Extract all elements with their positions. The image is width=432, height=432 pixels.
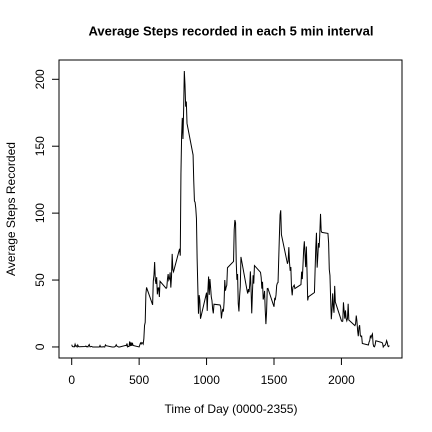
- y-tick-label: 100: [33, 203, 47, 223]
- y-axis-label: Average Steps Recorded: [4, 142, 18, 276]
- x-tick-label: 2000: [328, 373, 355, 387]
- data-line: [71, 71, 390, 349]
- x-tick-label: 1500: [261, 373, 288, 387]
- y-tick-label: 50: [33, 273, 47, 287]
- x-tick-label: 0: [68, 373, 75, 387]
- x-tick-label: 1000: [193, 373, 220, 387]
- x-axis-label: Time of Day (0000-2355): [165, 402, 298, 416]
- y-tick-label: 200: [33, 69, 47, 89]
- plot-box: [58, 59, 403, 359]
- y-tick-label: 150: [33, 136, 47, 156]
- x-tick-label: 500: [129, 373, 149, 387]
- chart-title: Average Steps recorded in each 5 min int…: [89, 23, 374, 38]
- y-tick-label: 0: [33, 343, 47, 350]
